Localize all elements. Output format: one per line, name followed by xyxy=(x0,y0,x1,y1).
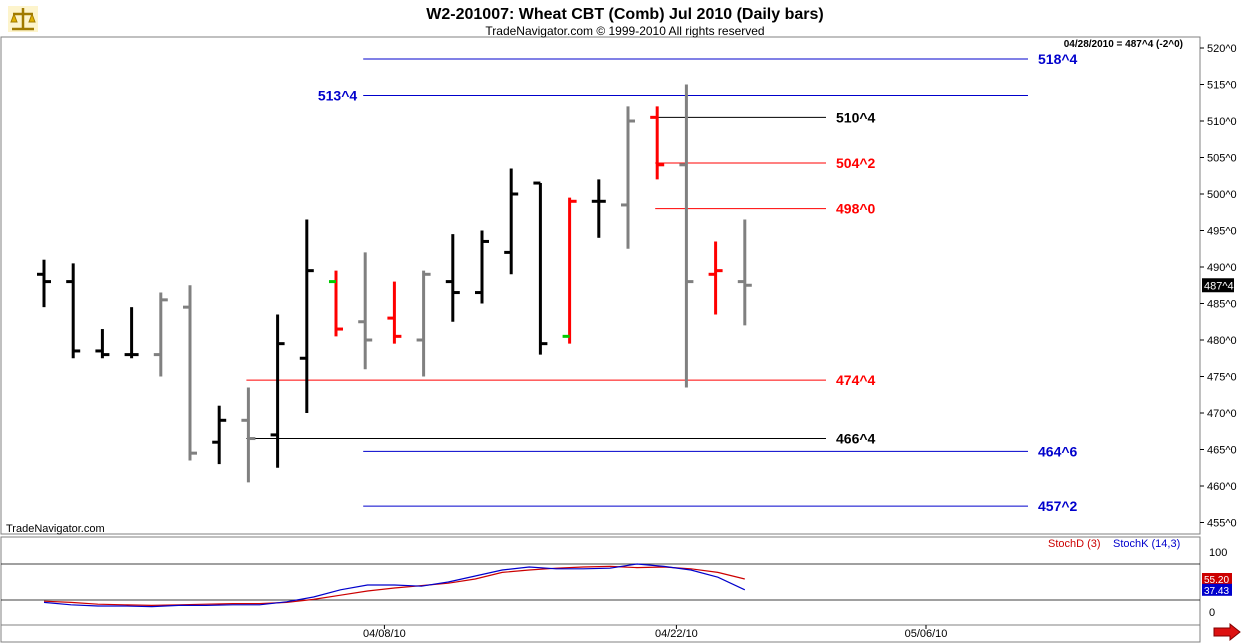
ohlc-bar xyxy=(153,292,168,377)
current-price-marker: 487^4 xyxy=(1202,278,1234,293)
price-tick-label: 490^0 xyxy=(1207,262,1237,274)
ohlc-bar xyxy=(329,270,343,337)
last-price-info: 04/28/2010 = 487^4 (-2^0) xyxy=(1064,39,1183,50)
ohlc-bar xyxy=(241,387,256,483)
legend-stochd: StochD (3) xyxy=(1048,538,1101,550)
price-tick-label: 465^0 xyxy=(1207,445,1237,457)
stoch-series-line xyxy=(43,563,746,608)
watermark: TradeNavigator.com xyxy=(6,523,105,535)
support-resistance-levels: 518^4 513^4 510^4 504^2 498^0 474^4 466^4 464^6… xyxy=(246,51,1078,514)
ohlc-bar xyxy=(299,219,314,413)
level-label: 513^4 xyxy=(318,87,358,103)
level-label: 504^2 xyxy=(836,155,876,171)
scroll-right-arrow-icon[interactable] xyxy=(1213,622,1241,642)
level-label: 474^4 xyxy=(836,372,876,388)
ohlc-bar xyxy=(679,84,694,388)
level-label: 466^4 xyxy=(836,431,876,447)
ohlc-bar xyxy=(212,405,227,465)
stoch-panel-frame xyxy=(0,536,1201,626)
stoch-last-value-box xyxy=(1202,573,1232,585)
ohlc-bar xyxy=(416,270,431,377)
price-tick-label: 460^0 xyxy=(1207,481,1237,493)
price-tick-label: 480^0 xyxy=(1207,335,1237,347)
time-tick-label: 04/08/10 xyxy=(363,628,406,640)
price-tick-label: 510^0 xyxy=(1207,116,1237,128)
price-tick-label: 485^0 xyxy=(1207,299,1237,311)
trade-navigator-logo[interactable] xyxy=(8,6,38,32)
stoch-last-value-label: 37.43 xyxy=(1204,586,1229,597)
ohlc-bar xyxy=(621,106,635,249)
legend-stochk: StochK (14,3) xyxy=(1113,538,1180,550)
ohlc-bar xyxy=(387,281,402,344)
ohlc-bar xyxy=(270,314,285,468)
ohlc-bar xyxy=(562,197,577,344)
ohlc-bar xyxy=(504,168,519,275)
stoch-last-value-box xyxy=(1202,583,1232,596)
current-price-label: 487^4 xyxy=(1204,280,1234,292)
ohlc-bar xyxy=(650,106,665,180)
ohlc-bar xyxy=(66,263,81,359)
ohlc-bar xyxy=(124,307,139,359)
level-label: 457^2 xyxy=(1038,498,1078,514)
ohlc-bar xyxy=(95,329,110,359)
copyright-subtitle: TradeNavigator.com © 1999-2010 All right… xyxy=(485,24,764,38)
time-tick-label: 05/06/10 xyxy=(905,628,948,640)
price-tick-label: 475^0 xyxy=(1207,372,1237,384)
ohlc-bar xyxy=(533,181,548,355)
stoch-last-value-label: 55.20 xyxy=(1204,575,1229,586)
chart-title: W2-201007: Wheat CBT (Comb) Jul 2010 (Da… xyxy=(426,6,823,23)
ohlc-bar xyxy=(708,241,723,315)
price-tick-label: 500^0 xyxy=(1207,189,1237,201)
ohlc-bar xyxy=(475,230,489,304)
level-label: 498^0 xyxy=(836,201,876,217)
ohlc-bar xyxy=(358,252,373,370)
price-panel-frame xyxy=(0,36,1201,535)
time-axis xyxy=(0,624,1201,643)
price-tick-label: 515^0 xyxy=(1207,80,1237,92)
level-label: 510^4 xyxy=(836,109,876,125)
level-label: 518^4 xyxy=(1038,51,1078,67)
level-label: 464^6 xyxy=(1038,443,1078,459)
price-tick-label: 495^0 xyxy=(1207,226,1237,238)
ohlc-bar xyxy=(445,234,460,322)
stoch-series-line xyxy=(43,565,745,607)
ohlc-bar xyxy=(37,259,51,308)
ohlc-bars xyxy=(37,84,752,483)
ohlc-bar xyxy=(591,179,606,238)
ohlc-bar xyxy=(183,285,197,461)
stoch-tick-label: 100 xyxy=(1209,547,1227,559)
price-tick-label: 520^0 xyxy=(1207,43,1237,55)
time-tick-label: 04/22/10 xyxy=(655,628,698,640)
time-axis-labels: 04/08/10 04/22/10 05/06/10 xyxy=(363,625,947,640)
price-tick-label: 455^0 xyxy=(1207,518,1237,530)
ohlc-bar xyxy=(737,219,752,326)
price-axis: 520^0 515^0 510^0 505^0 500^0 495^0 490^0 485^0… xyxy=(1200,43,1237,530)
price-tick-label: 470^0 xyxy=(1207,408,1237,420)
stoch-tick-label: 0 xyxy=(1209,607,1215,619)
price-tick-label: 505^0 xyxy=(1207,153,1237,165)
